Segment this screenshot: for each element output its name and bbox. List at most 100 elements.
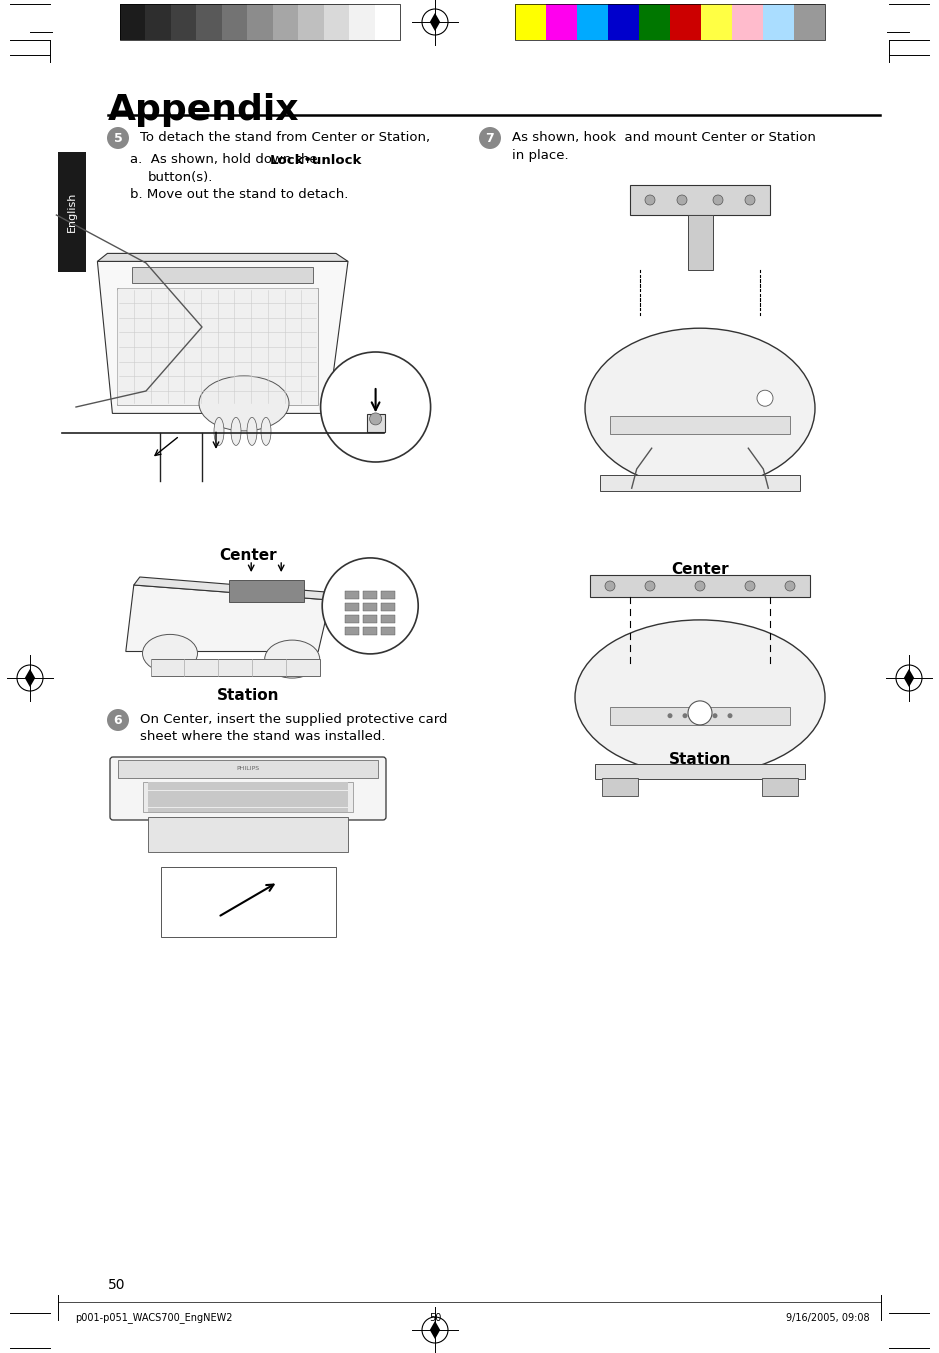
Bar: [120, 4, 146, 41]
Bar: [147, 794, 348, 798]
Circle shape: [605, 580, 615, 591]
Polygon shape: [430, 14, 440, 31]
Circle shape: [695, 580, 705, 591]
Bar: [590, 575, 810, 597]
Bar: [349, 4, 375, 41]
Bar: [683, 652, 717, 682]
Bar: [147, 800, 348, 804]
Polygon shape: [24, 668, 35, 687]
Text: Appendix: Appendix: [108, 93, 300, 127]
Text: in place.: in place.: [512, 149, 569, 161]
Circle shape: [107, 127, 129, 149]
Bar: [143, 782, 353, 812]
Circle shape: [698, 713, 702, 718]
Polygon shape: [430, 1321, 440, 1339]
Ellipse shape: [585, 329, 815, 488]
Ellipse shape: [231, 417, 241, 445]
Text: Center: Center: [219, 548, 277, 563]
Bar: [381, 626, 395, 635]
Bar: [670, 4, 701, 41]
Bar: [732, 4, 763, 41]
Text: b. Move out the stand to detach.: b. Move out the stand to detach.: [130, 188, 348, 200]
Bar: [763, 4, 794, 41]
Circle shape: [728, 713, 732, 718]
Bar: [272, 4, 299, 41]
Polygon shape: [98, 261, 348, 414]
Bar: [375, 4, 400, 41]
Bar: [610, 417, 790, 434]
Bar: [762, 778, 798, 796]
Circle shape: [785, 580, 795, 591]
Text: Lock•unlock: Lock•unlock: [270, 153, 362, 166]
Bar: [247, 4, 272, 41]
Bar: [639, 4, 670, 41]
Bar: [363, 591, 377, 599]
Bar: [346, 591, 360, 599]
Bar: [600, 475, 800, 491]
Polygon shape: [133, 576, 338, 599]
Ellipse shape: [265, 640, 319, 678]
Polygon shape: [126, 584, 331, 652]
Text: 6: 6: [114, 713, 122, 727]
Bar: [120, 4, 400, 41]
Bar: [161, 867, 335, 938]
Circle shape: [677, 195, 687, 206]
FancyBboxPatch shape: [110, 756, 386, 820]
Circle shape: [320, 352, 431, 461]
Circle shape: [713, 195, 723, 206]
Bar: [366, 414, 385, 432]
Bar: [147, 808, 348, 812]
Bar: [132, 268, 313, 283]
Circle shape: [745, 195, 755, 206]
Bar: [381, 603, 395, 612]
Polygon shape: [98, 253, 348, 261]
Text: English: English: [67, 192, 77, 233]
Bar: [381, 614, 395, 622]
Bar: [346, 626, 360, 635]
Text: 5: 5: [114, 131, 122, 145]
Text: sheet where the stand was installed.: sheet where the stand was installed.: [140, 731, 386, 744]
Bar: [58, 152, 86, 272]
Polygon shape: [904, 668, 915, 687]
Bar: [577, 4, 608, 41]
Circle shape: [757, 390, 773, 406]
Bar: [346, 603, 360, 612]
Bar: [363, 603, 377, 612]
Circle shape: [713, 713, 717, 718]
Bar: [546, 4, 577, 41]
Text: Station: Station: [217, 687, 279, 702]
Bar: [701, 4, 732, 41]
Bar: [608, 4, 639, 41]
Circle shape: [107, 709, 129, 731]
Text: To detach the stand from Center or Station,: To detach the stand from Center or Stati…: [140, 131, 430, 145]
Circle shape: [645, 195, 655, 206]
Bar: [222, 4, 247, 41]
Text: 9/16/2005, 09:08: 9/16/2005, 09:08: [786, 1312, 870, 1323]
Circle shape: [645, 580, 655, 591]
Circle shape: [683, 713, 687, 718]
Text: p001-p051_WACS700_EngNEW2: p001-p051_WACS700_EngNEW2: [75, 1312, 233, 1323]
Circle shape: [370, 413, 381, 425]
Bar: [610, 706, 790, 725]
Text: a.  As shown, hold down the: a. As shown, hold down the: [130, 153, 322, 166]
Bar: [196, 4, 222, 41]
Text: Station: Station: [669, 752, 731, 767]
Bar: [515, 4, 546, 41]
Text: 7: 7: [485, 131, 494, 145]
Bar: [150, 659, 319, 676]
Bar: [229, 580, 303, 602]
Bar: [147, 790, 348, 794]
Bar: [147, 786, 348, 790]
Ellipse shape: [575, 620, 825, 775]
Bar: [363, 626, 377, 635]
Bar: [363, 614, 377, 622]
Bar: [687, 215, 713, 271]
Circle shape: [688, 701, 712, 725]
Text: 50: 50: [108, 1279, 126, 1292]
Text: As shown, hook  and mount Center or Station: As shown, hook and mount Center or Stati…: [512, 131, 816, 145]
Circle shape: [322, 557, 418, 653]
Text: button(s).: button(s).: [148, 170, 213, 184]
Bar: [595, 764, 805, 779]
Ellipse shape: [261, 417, 271, 445]
Bar: [148, 817, 348, 852]
